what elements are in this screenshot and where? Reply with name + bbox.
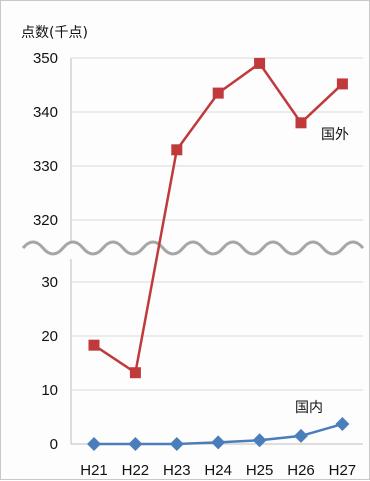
y-tick-label: 30 bbox=[41, 274, 58, 291]
series-label-overseas: 国外 bbox=[321, 127, 349, 143]
y-axis-title: 点数(千点) bbox=[21, 25, 88, 41]
data-point bbox=[295, 117, 307, 129]
x-tick-label: H22 bbox=[122, 462, 150, 479]
x-tick-label: H24 bbox=[204, 462, 232, 479]
data-point bbox=[335, 417, 350, 432]
x-tick-label: H26 bbox=[287, 462, 315, 479]
data-point bbox=[336, 78, 348, 90]
x-tick-label: H23 bbox=[163, 462, 191, 479]
data-point bbox=[254, 57, 266, 69]
data-point bbox=[87, 437, 101, 451]
y-tick-label: 350 bbox=[33, 50, 58, 67]
y-tick-label: 20 bbox=[41, 328, 58, 345]
series-line-overseas bbox=[93, 61, 344, 375]
data-point bbox=[211, 435, 226, 450]
data-point bbox=[212, 87, 224, 99]
x-tick-label: H27 bbox=[329, 462, 357, 479]
y-tick-label: 10 bbox=[41, 382, 58, 399]
data-point bbox=[88, 339, 100, 351]
y-tick-label: 320 bbox=[33, 212, 58, 229]
axis-break-wave bbox=[21, 240, 365, 256]
x-tick-label: H21 bbox=[80, 462, 108, 479]
data-point bbox=[171, 144, 183, 156]
y-tick-label: 0 bbox=[50, 436, 58, 453]
x-tick-label: H25 bbox=[246, 462, 274, 479]
axis-break-band bbox=[19, 243, 367, 259]
series-label-domestic: 国内 bbox=[295, 400, 323, 416]
y-tick-label: 340 bbox=[33, 104, 58, 121]
data-point bbox=[294, 428, 308, 443]
data-point bbox=[128, 437, 143, 451]
data-point bbox=[169, 437, 184, 451]
data-point bbox=[129, 367, 141, 379]
data-point bbox=[252, 433, 267, 448]
y-tick-label: 330 bbox=[33, 158, 58, 175]
